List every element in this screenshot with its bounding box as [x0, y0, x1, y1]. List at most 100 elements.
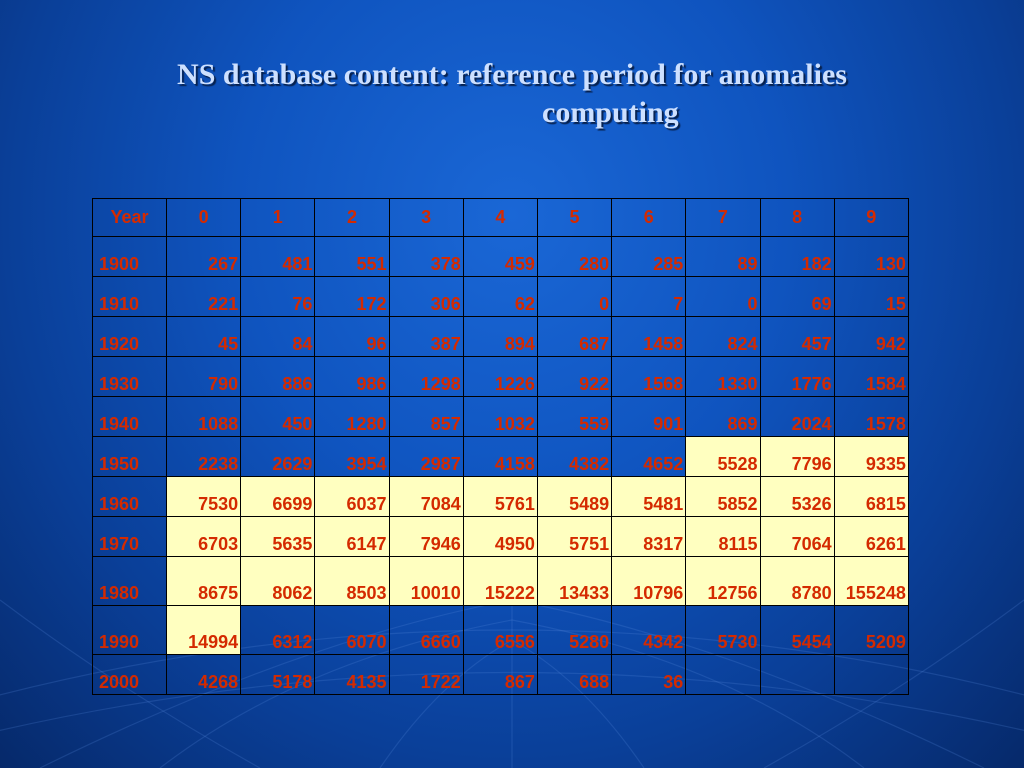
- table-cell: 5326: [759, 476, 835, 517]
- table-cell: 450: [240, 396, 316, 437]
- table-row: 1980 8675 8062 8503 10010 15222 13433 10796 1275…: [92, 556, 909, 606]
- table-cell: 10796: [611, 556, 687, 606]
- table-cell: 867: [462, 654, 538, 695]
- table-cell: 824: [685, 316, 761, 357]
- table-cell: 790: [165, 356, 242, 397]
- table-cell: 1458: [611, 316, 687, 357]
- row-year: 1990: [92, 605, 167, 655]
- table-cell: 8503: [314, 556, 390, 606]
- table-cell: 1722: [388, 654, 464, 695]
- table-cell: 4342: [611, 605, 687, 655]
- table-cell: 8780: [759, 556, 835, 606]
- table-cell: 36: [611, 654, 687, 695]
- table-cell: 182: [759, 236, 835, 277]
- table-cell: 688: [536, 654, 613, 695]
- table-cell: 869: [685, 396, 761, 437]
- column-header-0: 0: [165, 198, 242, 237]
- table-cell: 130: [833, 236, 909, 277]
- column-header-4: 4: [462, 198, 538, 237]
- table-cell: 5481: [611, 476, 687, 517]
- slide-title: NS database content: reference period fo…: [70, 56, 954, 132]
- table-cell: 13433: [536, 556, 613, 606]
- table-cell: 1226: [462, 356, 538, 397]
- table-cell: 15: [833, 276, 909, 317]
- table-cell: 155248: [833, 556, 909, 606]
- table-cell: 8115: [685, 516, 761, 557]
- row-year: 1950: [92, 436, 167, 477]
- table-cell: 1330: [685, 356, 761, 397]
- table-cell: 3954: [314, 436, 390, 477]
- table-cell: 5178: [240, 654, 316, 695]
- table-cell: 1776: [759, 356, 835, 397]
- column-header-1: 1: [240, 198, 316, 237]
- table-cell: 1032: [462, 396, 538, 437]
- table-cell: 4950: [462, 516, 538, 557]
- table-cell: 0: [685, 276, 761, 317]
- table-cell: 986: [314, 356, 390, 397]
- table-cell: 6147: [314, 516, 390, 557]
- table-cell: 5454: [759, 605, 835, 655]
- row-year: 1980: [92, 556, 167, 606]
- table-cell: 267: [165, 236, 242, 277]
- table-cell: 5852: [685, 476, 761, 517]
- table-cell: 1298: [388, 356, 464, 397]
- table-cell: 5528: [685, 436, 761, 477]
- table-cell: 7: [611, 276, 687, 317]
- table-cell: [685, 654, 761, 695]
- table-cell: 5730: [685, 605, 761, 655]
- table-cell: 306: [388, 276, 464, 317]
- row-year: 1930: [92, 356, 167, 397]
- data-table-container: Year 0 1 2 3 4 5 6 7 8 9 1900 267 481 551 378 459 280 285…: [92, 198, 909, 695]
- table-cell: 89: [685, 236, 761, 277]
- table-cell: 901: [611, 396, 687, 437]
- table-cell: 4135: [314, 654, 390, 695]
- table-cell: 6660: [388, 605, 464, 655]
- table-cell: 5489: [536, 476, 613, 517]
- table-cell: 387: [388, 316, 464, 357]
- table-row: 1930 790 886 986 1298 1226 922 1568 1330 1776 1584: [92, 356, 909, 397]
- table-cell: 6703: [165, 516, 242, 557]
- row-year: 1910: [92, 276, 167, 317]
- table-row: 1920 45 84 96 387 894 687 1458 824 457 942: [92, 316, 909, 357]
- table-cell: 7530: [165, 476, 242, 517]
- table-cell: 6037: [314, 476, 390, 517]
- table-cell: 886: [240, 356, 316, 397]
- table-row: 1950 2238 2629 3954 2987 4158 4382 4652 5528 7796…: [92, 436, 909, 477]
- table-cell: 45: [165, 316, 242, 357]
- row-year: 2000: [92, 654, 167, 695]
- table-cell: [833, 654, 909, 695]
- table-cell: 6556: [462, 605, 538, 655]
- table-cell: 1578: [833, 396, 909, 437]
- table-cell: 1584: [833, 356, 909, 397]
- table-cell: 5280: [536, 605, 613, 655]
- table-header-row: Year 0 1 2 3 4 5 6 7 8 9: [92, 198, 909, 237]
- table-cell: 12756: [685, 556, 761, 606]
- table-cell: 96: [314, 316, 390, 357]
- table-cell: 687: [536, 316, 613, 357]
- column-header-3: 3: [388, 198, 464, 237]
- table-cell: 280: [536, 236, 613, 277]
- column-header-2: 2: [314, 198, 390, 237]
- table-cell: 172: [314, 276, 390, 317]
- table-cell: 6261: [833, 516, 909, 557]
- table-row: 1960 7530 6699 6037 7084 5761 5489 5481 5852 5326…: [92, 476, 909, 517]
- table-cell: 5761: [462, 476, 538, 517]
- table-cell: 15222: [462, 556, 538, 606]
- table-cell: 7064: [759, 516, 835, 557]
- table-cell: 5751: [536, 516, 613, 557]
- column-header-5: 5: [536, 198, 613, 237]
- table-cell: 2238: [165, 436, 242, 477]
- table-row: 1970 6703 5635 6147 7946 4950 5751 8317 8115 7064…: [92, 516, 909, 557]
- table-cell: [759, 654, 835, 695]
- table-cell: 10010: [388, 556, 464, 606]
- column-header-9: 9: [833, 198, 909, 237]
- table-row: 2000 4268 5178 4135 1722 867 688 36: [92, 654, 909, 695]
- table-cell: 62: [462, 276, 538, 317]
- row-year: 1920: [92, 316, 167, 357]
- table-cell: 7946: [388, 516, 464, 557]
- table-row: 1990 14994 6312 6070 6660 6556 5280 4342 5730 545…: [92, 605, 909, 655]
- table-row: 1910 221 76 172 306 62 0 7 0 69 15: [92, 276, 909, 317]
- data-table: Year 0 1 2 3 4 5 6 7 8 9 1900 267 481 551 378 459 280 285…: [92, 198, 909, 695]
- table-cell: 221: [165, 276, 242, 317]
- table-cell: 378: [388, 236, 464, 277]
